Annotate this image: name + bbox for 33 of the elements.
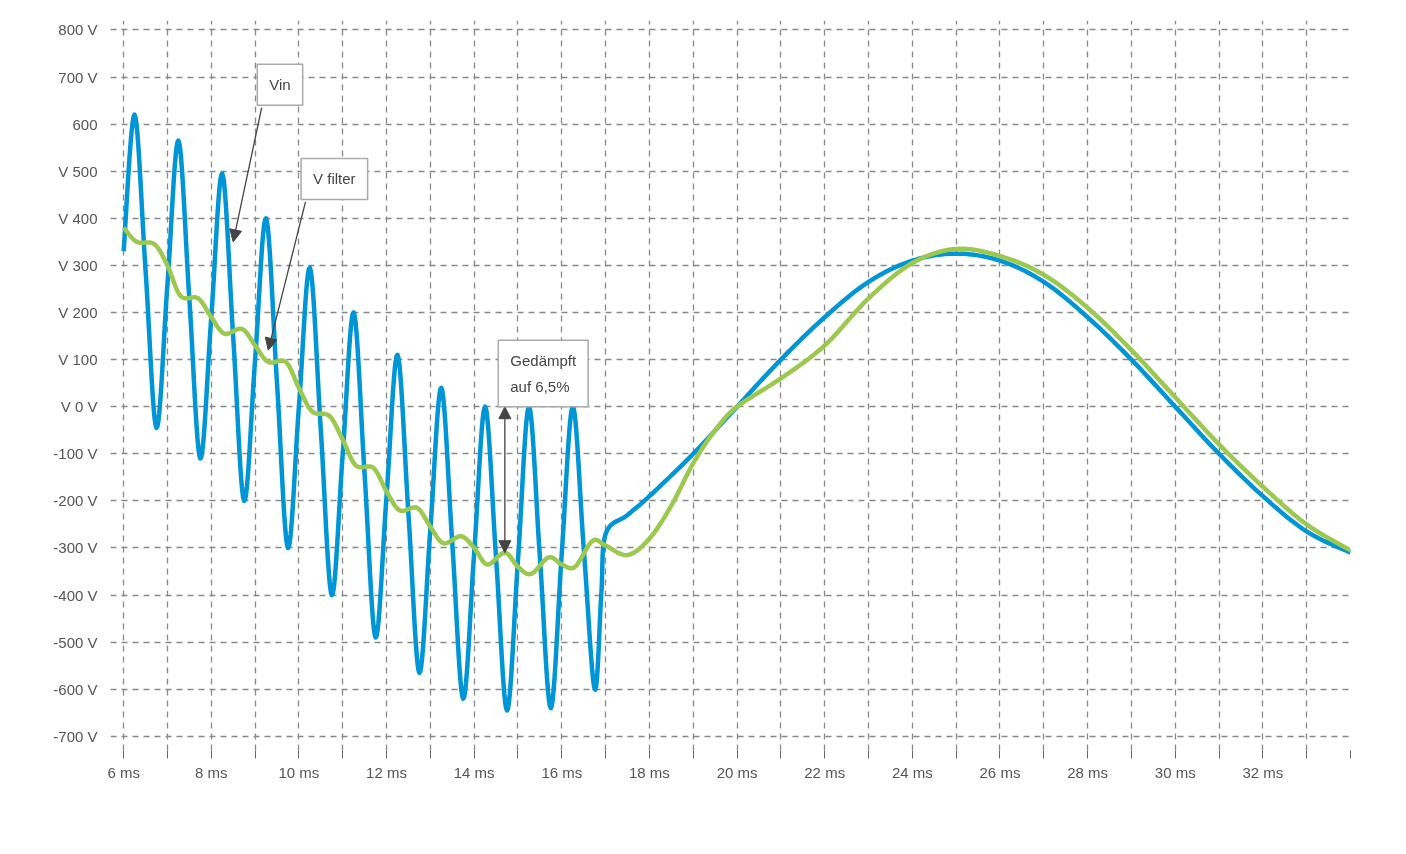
y-tick-label: -500 V: [53, 633, 98, 651]
y-tick-label: -100 V: [53, 445, 98, 463]
x-tick-label: 8 ms: [195, 763, 228, 781]
y-tick-label: V 100: [58, 351, 98, 369]
y-tick-label: -300 V: [53, 539, 98, 557]
y-tick-label: 600: [72, 115, 98, 133]
annotation: V filter: [313, 170, 356, 188]
annotation: Gedämpft auf 6,5%: [510, 352, 577, 395]
x-tick-label: 22 ms: [804, 763, 846, 781]
y-tick-label: V 400: [58, 209, 98, 227]
x-tick-label: 32 ms: [1242, 763, 1284, 781]
x-tick-label: 18 ms: [629, 763, 670, 781]
x-tick-label: 16 ms: [541, 763, 583, 781]
x-tick-label: 26 ms: [979, 763, 1021, 781]
x-tick-label: 10 ms: [278, 763, 320, 781]
annotation: Vin: [269, 76, 291, 94]
x-tick-label: 30 ms: [1154, 763, 1196, 781]
y-tick-label: -700 V: [53, 727, 98, 745]
x-tick-label: 6 ms: [107, 763, 140, 781]
y-tick-label: V 0 V: [60, 398, 98, 416]
x-tick-label: 24 ms: [891, 763, 933, 781]
y-tick-label: 800 V: [58, 21, 98, 39]
y-tick-label: V 300: [58, 256, 98, 274]
y-tick-label: V 200: [58, 304, 98, 321]
x-tick-label: 14 ms: [453, 763, 495, 781]
y-tick-label: V 500: [58, 162, 98, 180]
y-tick-label: 700 V: [58, 68, 98, 86]
y-tick-label: -200 V: [53, 492, 98, 510]
x-tick-label: 20 ms: [716, 763, 758, 781]
y-tick-label: -600 V: [53, 680, 98, 698]
x-tick-label: 28 ms: [1067, 763, 1109, 781]
x-tick-label: 12 ms: [366, 763, 407, 781]
y-tick-label: -400 V: [53, 586, 98, 604]
